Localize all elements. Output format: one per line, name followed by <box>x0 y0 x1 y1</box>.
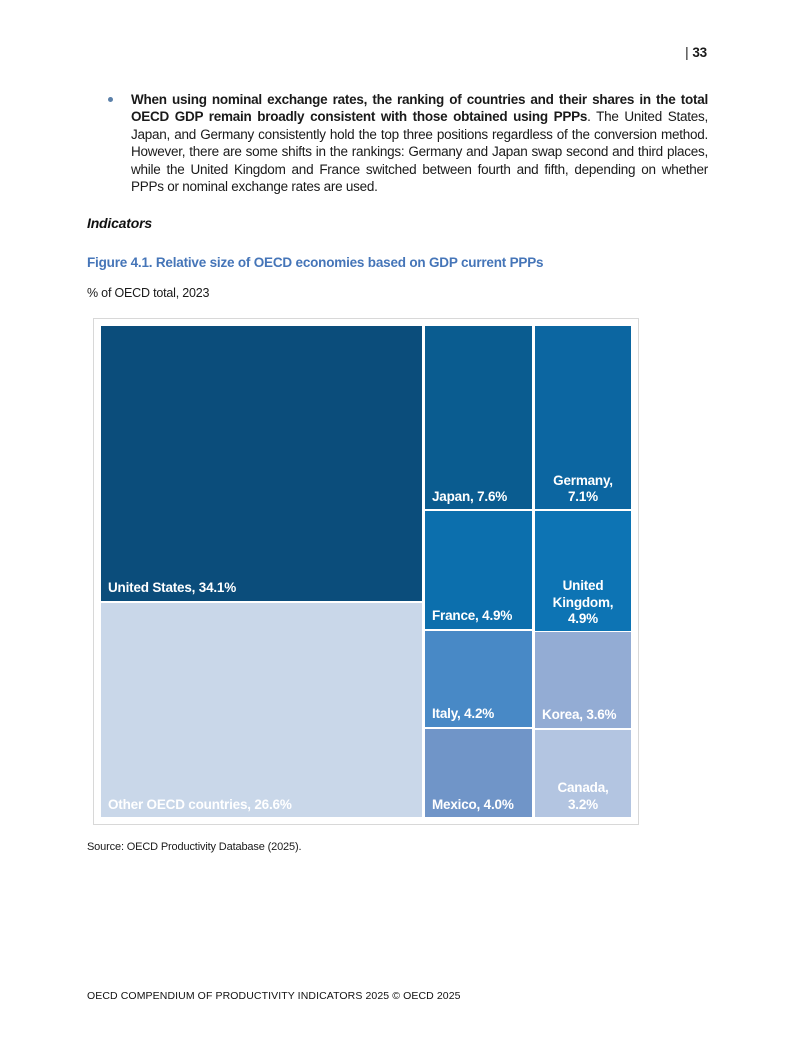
bullet-item: When using nominal exchange rates, the r… <box>107 91 708 195</box>
figure-subtitle: % of OECD total, 2023 <box>87 286 210 300</box>
page-number: | 33 <box>685 45 707 60</box>
treemap-cell-label: Canada, 3.2% <box>557 780 609 812</box>
treemap-cell-label: United Kingdom, 4.9% <box>552 578 614 627</box>
figure-chart-box: United States, 34.1% Other OECD countries… <box>93 318 639 825</box>
bullet-text-regular: . The United States, Japan, and Germany … <box>131 109 708 195</box>
treemap: United States, 34.1% Other OECD countries… <box>101 326 631 817</box>
source-note: Source: OECD Productivity Database (2025… <box>87 841 302 853</box>
treemap-cell-label: Japan, 7.6% <box>431 489 508 505</box>
page-number-value: 33 <box>692 45 707 60</box>
treemap-cell-mexico: Mexico, 4.0% <box>424 728 532 817</box>
treemap-cell-japan: Japan, 7.6% <box>424 326 532 510</box>
treemap-cell-label: Korea, 3.6% <box>542 707 617 723</box>
figure-title: Figure 4.1. Relative size of OECD econom… <box>87 255 544 270</box>
treemap-cell-korea: Korea, 3.6% <box>535 632 631 728</box>
treemap-cell-label: Germany, 7.1% <box>553 472 613 505</box>
treemap-cell-label: United States, 34.1% <box>108 580 237 596</box>
treemap-cell-united-states: United States, 34.1% <box>101 326 423 601</box>
treemap-cell-label: Other OECD countries, 26.6% <box>108 796 292 812</box>
bullet-dot-icon <box>108 97 113 102</box>
treemap-cell-other-oecd-countries: Other OECD countries, 26.6% <box>101 602 423 817</box>
treemap-cell-label: France, 4.9% <box>431 608 513 624</box>
treemap-cell-label: Mexico, 4.0% <box>431 796 514 812</box>
treemap-cell-label: Italy, 4.2% <box>431 706 495 722</box>
treemap-cell-france: France, 4.9% <box>424 511 532 629</box>
bullet-text-bold: When using nominal exchange rates, the r… <box>131 92 708 125</box>
page-number-bar: | <box>685 45 689 60</box>
treemap-cell-germany: Germany, 7.1% <box>535 326 631 510</box>
treemap-cell-italy: Italy, 4.2% <box>424 630 532 727</box>
section-heading: Indicators <box>87 215 152 231</box>
page-footer: OECD COMPENDIUM OF PRODUCTIVITY INDICATO… <box>87 990 461 1002</box>
treemap-cell-canada: Canada, 3.2% <box>535 729 631 817</box>
treemap-cell-united-kingdom: United Kingdom, 4.9% <box>535 511 631 632</box>
bullet-text: When using nominal exchange rates, the r… <box>131 91 708 195</box>
